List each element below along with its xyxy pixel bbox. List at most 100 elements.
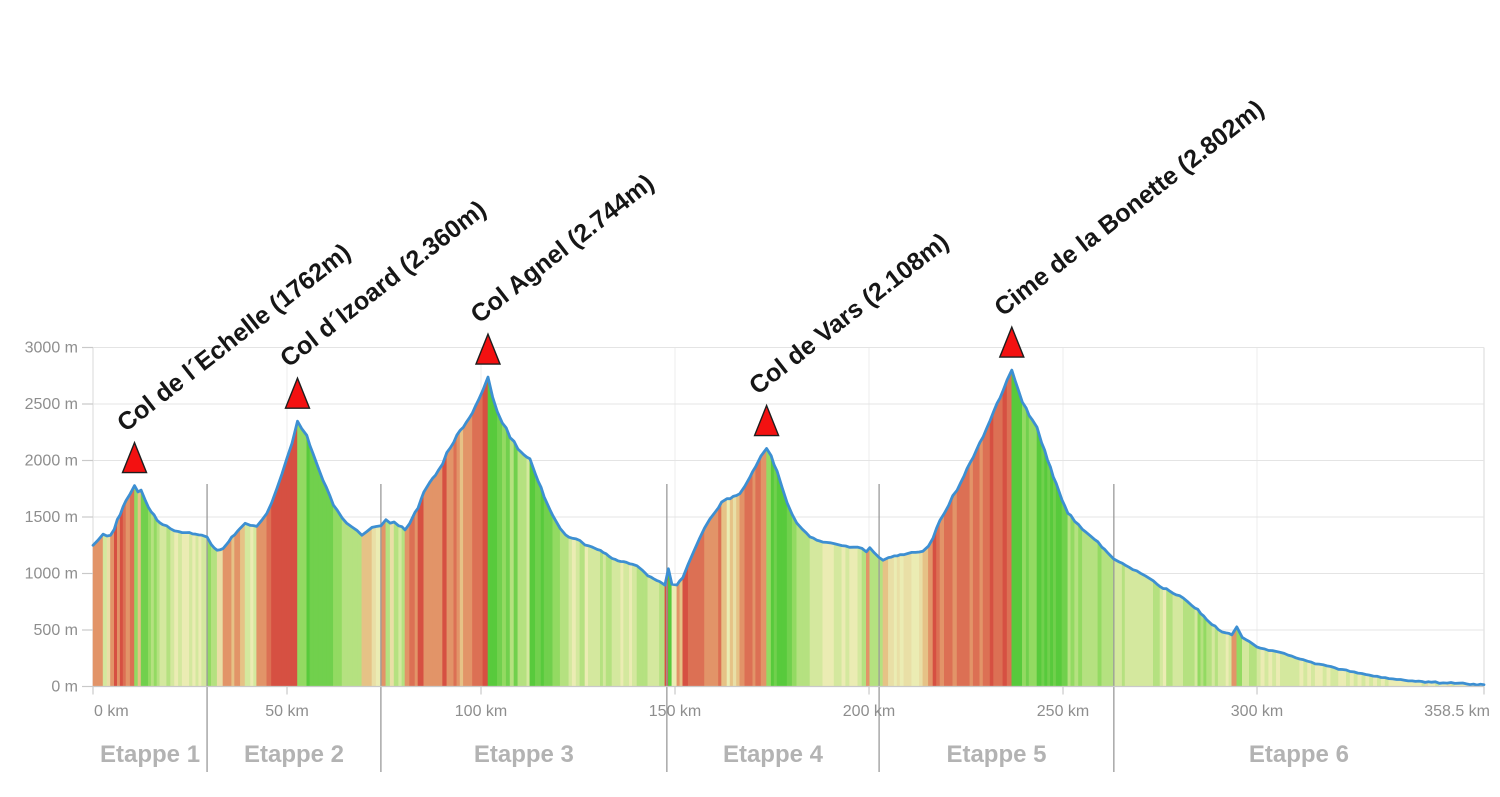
- gradient-band: [647, 575, 652, 687]
- gradient-band: [650, 576, 655, 687]
- gradient-band: [346, 522, 353, 687]
- gradient-band: [1276, 651, 1281, 687]
- gradient-band: [749, 471, 754, 687]
- gradient-band: [896, 554, 901, 687]
- gradient-band: [781, 487, 788, 687]
- gradient-band: [1028, 414, 1033, 687]
- gradient-band: [1053, 476, 1057, 687]
- gradient-band: [517, 448, 522, 687]
- gradient-band: [976, 442, 981, 687]
- gradient-band: [1242, 636, 1247, 687]
- gradient-band: [963, 468, 968, 687]
- gradient-band: [698, 527, 705, 687]
- gradient-band: [1206, 618, 1213, 687]
- gradient-band: [1318, 663, 1324, 687]
- gradient-band: [351, 526, 358, 687]
- gradient-band: [389, 521, 395, 687]
- gradient-band: [620, 561, 624, 687]
- gradient-band: [659, 580, 666, 687]
- gradient-band: [1175, 594, 1180, 687]
- gradient-band: [644, 571, 649, 687]
- gradient-band: [1307, 660, 1312, 687]
- gradient-band: [110, 528, 115, 687]
- gradient-band: [1179, 595, 1184, 687]
- gradient-band: [641, 569, 646, 687]
- gradient-band: [989, 411, 994, 687]
- gradient-band: [732, 495, 737, 687]
- gradient-band: [1002, 379, 1008, 687]
- gradient-band: [726, 498, 731, 687]
- gradient-band: [626, 561, 630, 687]
- gradient-band: [682, 564, 689, 687]
- gradient-band: [972, 449, 977, 687]
- gradient-band: [1228, 632, 1233, 687]
- gradient-band: [571, 537, 577, 687]
- gradient-band: [986, 420, 991, 687]
- x-tick-label: 0 km: [94, 703, 129, 720]
- gradient-band: [1104, 548, 1108, 687]
- gradient-band: [568, 536, 573, 687]
- gradient-band: [281, 457, 288, 687]
- gradient-band: [214, 547, 218, 687]
- gradient-band: [543, 496, 548, 687]
- gradient-band: [423, 486, 428, 687]
- gradient-band: [1349, 671, 1355, 687]
- gradient-band: [1021, 401, 1027, 687]
- gradient-band: [178, 531, 183, 687]
- gradient-band: [475, 400, 479, 687]
- gradient-band: [1249, 640, 1254, 687]
- gradient-band: [715, 506, 719, 687]
- stage-labels: Etappe 1 Etappe 2 Etappe 3 Etappe 4 Etappe 5…: [100, 741, 1349, 768]
- gradient-band: [591, 546, 595, 687]
- gradient-band: [301, 427, 308, 687]
- gradient-band: [911, 552, 916, 687]
- gradient-band: [526, 456, 531, 687]
- gradient-band: [114, 519, 118, 687]
- peak-marker-icon: [998, 325, 1025, 358]
- gradient-band: [429, 477, 433, 687]
- gradient-band: [1055, 483, 1060, 687]
- gradient-band: [786, 502, 793, 687]
- gradient-band: [237, 527, 241, 687]
- gradient-band: [366, 526, 373, 687]
- gradient-band: [928, 537, 934, 687]
- gradient-band: [979, 435, 984, 687]
- gradient-band: [1006, 369, 1013, 687]
- y-tick-label: 500 m: [34, 622, 78, 639]
- gradient-band: [1047, 459, 1051, 687]
- gradient-band: [1183, 597, 1188, 687]
- gradient-band: [216, 549, 221, 687]
- gradient-band: [1172, 592, 1177, 687]
- gradient-band: [736, 493, 741, 687]
- gradient-band: [602, 552, 607, 687]
- gradient-band: [1061, 499, 1066, 687]
- gradient-band: [466, 416, 470, 687]
- gradient-band: [575, 538, 581, 687]
- gradient-band: [1124, 564, 1130, 687]
- gradient-band: [329, 495, 334, 687]
- gradient-band: [496, 411, 503, 687]
- gradient-band: [874, 552, 880, 687]
- gradient-band: [559, 527, 566, 687]
- gradient-band: [1078, 523, 1083, 687]
- gradient-band: [869, 546, 875, 687]
- gradient-band: [271, 488, 278, 687]
- stage-label: Etappe 1: [100, 741, 200, 768]
- x-tick-label: 150 km: [649, 703, 701, 720]
- gradient-band: [579, 539, 586, 687]
- y-tick-label: 1000 m: [25, 566, 78, 583]
- gradient-band: [1156, 583, 1161, 687]
- gradient-band: [932, 528, 937, 687]
- gradient-band: [623, 561, 627, 687]
- gradient-band: [222, 544, 227, 687]
- gradient-band: [333, 504, 338, 687]
- gradient-band: [1113, 558, 1120, 687]
- gradient-band: [1044, 449, 1048, 687]
- x-tick-label: 300 km: [1231, 703, 1283, 720]
- gradient-band: [446, 446, 451, 687]
- gradient-band: [704, 517, 711, 687]
- gradient-band: [1031, 418, 1038, 687]
- gradient-band: [546, 503, 551, 687]
